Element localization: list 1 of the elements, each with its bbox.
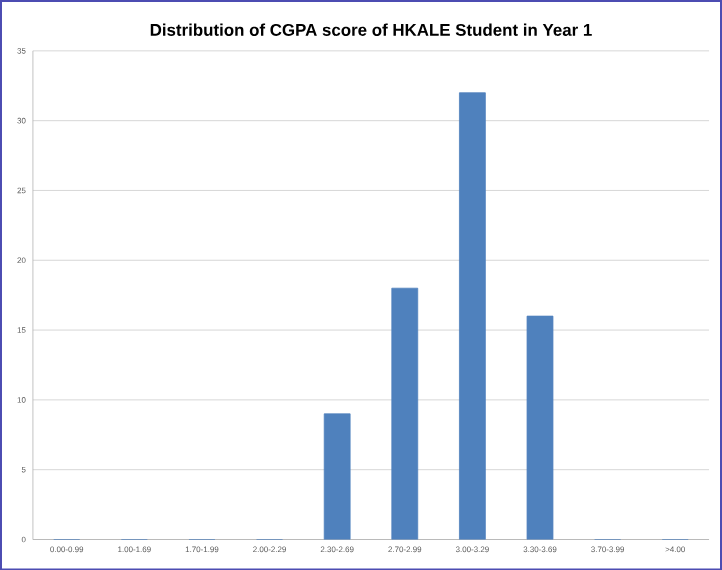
chart-title: Distribution of CGPA score of HKALE Student in Year 1 xyxy=(150,23,592,36)
